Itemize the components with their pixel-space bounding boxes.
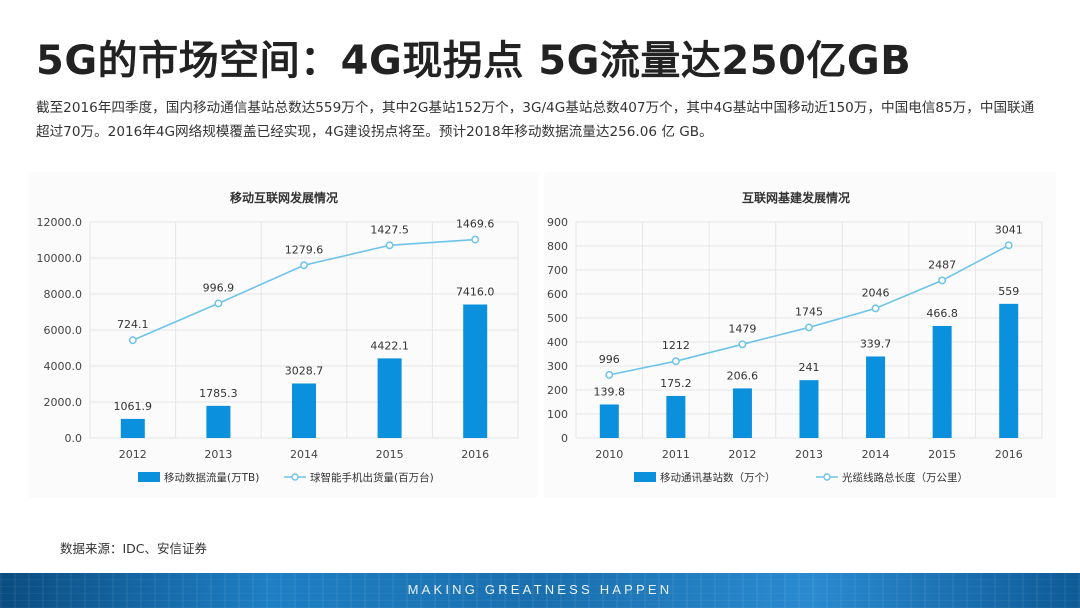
bar [292, 383, 316, 438]
x-tick-label: 2015 [928, 448, 956, 461]
x-tick-label: 2016 [461, 448, 489, 461]
legend-line-label: 球智能手机出货量(百万台) [310, 471, 434, 484]
y-tick-label: 100 [547, 408, 568, 421]
x-tick-label: 2013 [795, 448, 823, 461]
bar [463, 304, 488, 438]
chart-title: 互联网基建发展情况 [742, 190, 850, 205]
y-tick-label: 12000.0 [37, 216, 83, 229]
y-tick-label: 600 [547, 288, 568, 301]
bar [732, 388, 752, 438]
x-tick-label: 2016 [995, 448, 1023, 461]
bar [799, 380, 819, 438]
line-value-label: 1469.6 [456, 218, 495, 231]
line-point [1004, 241, 1013, 250]
bar-value-label: 1785.3 [199, 387, 238, 400]
x-tick-label: 2012 [119, 448, 147, 461]
x-tick-label: 2014 [290, 448, 318, 461]
x-tick-label: 2012 [728, 448, 756, 461]
line-value-label: 724.1 [117, 318, 149, 331]
legend-bar-label: 移动数据流量(万TB) [164, 471, 259, 484]
bar-value-label: 175.2 [660, 377, 692, 390]
chart-panel-infrastructure: 互联网基建发展情况 0 100 200 300 400 500 600 700 800 900 139… [544, 172, 1056, 498]
bar-value-label: 339.7 [860, 337, 892, 350]
line-point [128, 336, 137, 345]
line-point [938, 276, 947, 285]
line-value-label: 3041 [995, 223, 1023, 236]
y-tick-label: 400 [547, 336, 568, 349]
bar-value-label: 4422.1 [370, 339, 409, 352]
y-tick-label: 900 [547, 216, 568, 229]
x-tick-label: 2013 [204, 448, 232, 461]
y-tick-label: 800 [547, 240, 568, 253]
page-title: 5G的市场空间：4G现拐点 5G流量达250亿GB [36, 38, 912, 84]
line-point [871, 304, 880, 313]
bar-value-label: 206.6 [727, 369, 759, 382]
chart-panel-mobile-internet: 移动互联网发展情况 0.0 2000.0 4000.0 6000.0 8000.0 1000… [28, 172, 538, 498]
chart-infrastructure: 互联网基建发展情况 0 100 200 300 400 500 600 700 800 900 139… [547, 190, 1043, 484]
bar [599, 404, 619, 438]
bar [932, 325, 952, 438]
footer-slogan: MAKING GREATNESS HAPPEN [407, 582, 673, 597]
bar [999, 303, 1019, 438]
line-point [385, 241, 394, 250]
bar-value-label: 559 [998, 285, 1019, 298]
x-tick-label: 2011 [662, 448, 690, 461]
line-value-label: 1212 [662, 339, 690, 352]
line-point [671, 357, 680, 366]
y-tick-label: 10000.0 [37, 252, 83, 265]
line-point [300, 261, 308, 270]
y-tick-label: 500 [547, 312, 568, 325]
y-tick-label: 2000.0 [44, 396, 83, 409]
bar-value-label: 1061.9 [114, 400, 153, 413]
line-value-label: 2487 [928, 258, 956, 271]
legend-line-marker [823, 473, 831, 481]
chart-title: 移动互联网发展情况 [230, 190, 338, 205]
legend-bar-swatch [634, 472, 656, 482]
bar [120, 418, 145, 438]
bar [206, 405, 231, 438]
line-point [738, 340, 747, 349]
footer-banner: MAKING GREATNESS HAPPEN [0, 573, 1080, 608]
line-value-label: 996 [599, 353, 620, 366]
line-value-label: 2046 [862, 286, 890, 299]
line-value-label: 1745 [795, 305, 823, 318]
x-tick-label: 2010 [595, 448, 623, 461]
line-value-label: 1279.6 [285, 243, 324, 256]
legend-line-label: 光缆线路总长度（万公里） [842, 471, 968, 484]
line-point [805, 323, 813, 332]
y-tick-label: 700 [547, 264, 568, 277]
line-point [605, 370, 614, 379]
legend-bar-swatch [138, 472, 160, 482]
bar-value-label: 466.8 [926, 307, 958, 320]
y-tick-label: 8000.0 [44, 288, 83, 301]
bar [377, 358, 402, 438]
description-text: 截至2016年四季度，国内移动通信基站总数达559万个，其中2G基站152万个，… [36, 100, 1035, 140]
y-tick-label: 0.0 [65, 432, 83, 445]
y-tick-label: 200 [547, 384, 568, 397]
y-tick-label: 0 [561, 432, 568, 445]
line-value-label: 1479 [728, 322, 756, 335]
bar-value-label: 3028.7 [285, 364, 324, 377]
bar-value-label: 241 [799, 361, 820, 374]
y-tick-label: 300 [547, 360, 568, 373]
x-tick-label: 2014 [862, 448, 890, 461]
y-tick-label: 6000.0 [44, 324, 83, 337]
y-tick-label: 4000.0 [44, 360, 83, 373]
legend-bar-label: 移动通讯基站数（万个） [660, 471, 776, 484]
bar [866, 356, 886, 438]
data-source-note: 数据来源：IDC、安信证券 [60, 541, 208, 556]
line-point [214, 299, 223, 308]
chart-mobile-internet: 移动互联网发展情况 0.0 2000.0 4000.0 6000.0 8000.0 1000… [37, 190, 519, 484]
line-value-label: 1427.5 [370, 223, 409, 236]
line-point [471, 235, 480, 244]
legend-line-marker [291, 473, 299, 481]
line-value-label: 996.9 [203, 281, 235, 294]
bar [666, 395, 686, 438]
x-tick-label: 2015 [376, 448, 404, 461]
bar-value-label: 7416.0 [456, 286, 495, 299]
bar-value-label: 139.8 [594, 385, 626, 398]
